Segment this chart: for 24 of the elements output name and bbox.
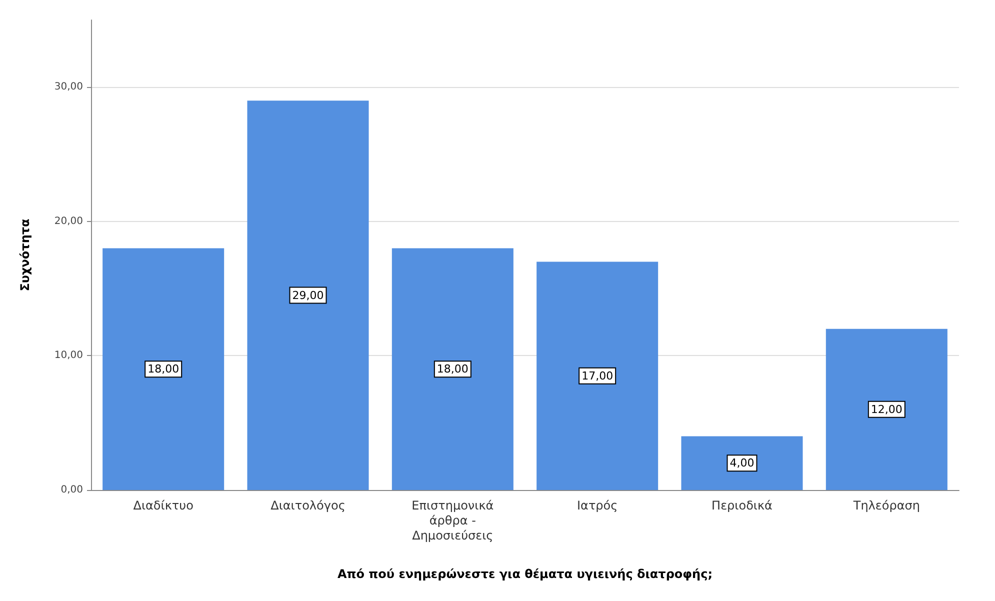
- y-tick-label: 20,00: [54, 216, 83, 227]
- data-label: 18,00: [436, 362, 468, 376]
- x-tick-label: Επιστημονικά άρθρα - Δημοσιεύσεις: [412, 498, 494, 542]
- bar: [826, 328, 948, 490]
- bar: [102, 248, 224, 490]
- bar: [247, 100, 369, 490]
- bar: [536, 262, 658, 490]
- y-tick-label: 30,00: [54, 82, 83, 93]
- data-label: 18,00: [148, 362, 180, 376]
- x-tick-label: Ιατρός: [576, 498, 618, 512]
- data-label: 12,00: [870, 402, 902, 416]
- bar: [681, 436, 803, 490]
- x-axis-title: Από πού ενημερώνεστε για θέματα υγιεινής διατροφής;: [337, 567, 713, 581]
- x-tick-label: Διαιτολόγος: [270, 498, 346, 512]
- data-label: 17,00: [582, 369, 614, 382]
- data-label: 29,00: [292, 288, 324, 302]
- y-tick-label: 10,00: [54, 350, 83, 362]
- data-label: 4,00: [730, 456, 754, 470]
- y-tick-label: 0,00: [60, 484, 83, 496]
- bar: [392, 248, 514, 490]
- x-tick-label: Διαδίκτυο: [133, 498, 194, 512]
- x-tick-label: Περιοδικά: [712, 498, 773, 512]
- y-axis-title: Συχνότητα: [18, 218, 32, 292]
- x-tick-label: Τηλεόραση: [852, 498, 920, 512]
